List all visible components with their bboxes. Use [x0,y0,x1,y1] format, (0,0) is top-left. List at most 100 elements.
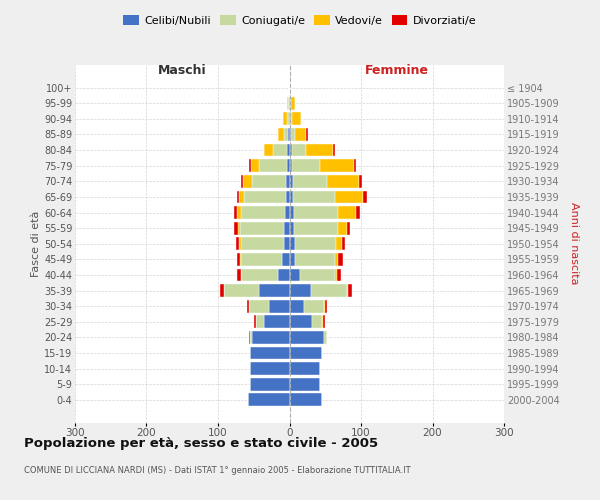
Bar [251,175,286,188]
Bar [335,190,363,203]
Bar [241,238,284,250]
Bar [292,160,320,172]
Bar [336,238,341,250]
Bar [236,190,239,203]
Y-axis label: Anni di nascita: Anni di nascita [569,202,579,285]
Bar [259,284,290,297]
Bar [278,268,290,281]
Bar [287,160,290,172]
Bar [247,300,250,312]
Bar [249,160,251,172]
Bar [254,316,256,328]
Bar [313,316,322,328]
Bar [256,316,265,328]
Bar [347,222,350,234]
Bar [284,222,290,234]
Bar [290,268,299,281]
Bar [290,394,322,406]
Bar [265,144,273,156]
Bar [241,253,283,266]
Bar [326,331,328,344]
Bar [289,97,290,110]
Bar [290,362,320,375]
Bar [324,331,326,344]
Bar [290,346,322,360]
Bar [294,206,338,219]
Bar [292,112,301,126]
Bar [290,331,324,344]
Bar [243,175,251,188]
Bar [290,97,291,110]
Bar [290,253,295,266]
Bar [306,128,308,141]
Bar [284,128,288,141]
Bar [289,112,290,126]
Bar [291,128,295,141]
Bar [288,97,289,110]
Bar [285,206,290,219]
Bar [250,378,290,390]
Bar [287,112,289,126]
Bar [288,128,290,141]
Bar [238,222,240,234]
Bar [341,238,345,250]
Bar [324,300,325,312]
Bar [359,175,362,188]
Bar [283,112,287,126]
Bar [290,175,293,188]
Bar [335,268,337,281]
Bar [290,144,292,156]
Bar [286,175,290,188]
Bar [295,128,306,141]
Bar [250,300,269,312]
Text: COMUNE DI LICCIANA NARDI (MS) - Dati ISTAT 1° gennaio 2005 - Elaborazione TUTTIT: COMUNE DI LICCIANA NARDI (MS) - Dati IST… [24,466,410,475]
Bar [265,316,290,328]
Bar [292,144,306,156]
Bar [284,238,290,250]
Bar [306,144,333,156]
Bar [290,222,294,234]
Bar [241,268,278,281]
Bar [253,331,290,344]
Bar [248,394,290,406]
Bar [250,362,290,375]
Bar [283,253,290,266]
Bar [259,160,287,172]
Bar [304,300,324,312]
Bar [325,300,326,312]
Bar [287,144,290,156]
Bar [269,300,290,312]
Bar [244,190,286,203]
Text: Maschi: Maschi [158,64,206,76]
Bar [348,284,352,297]
Bar [286,190,290,203]
Bar [241,206,285,219]
Bar [290,128,291,141]
Bar [250,331,253,344]
Bar [241,175,243,188]
Bar [291,97,295,110]
Legend: Celibi/Nubili, Coniugati/e, Vedovi/e, Divorziati/e: Celibi/Nubili, Coniugati/e, Vedovi/e, Di… [119,10,481,30]
Bar [220,284,224,297]
Bar [290,190,293,203]
Bar [290,316,313,328]
Bar [338,222,347,234]
Bar [239,190,244,203]
Bar [290,300,304,312]
Bar [239,238,241,250]
Bar [363,190,367,203]
Bar [290,378,320,390]
Bar [354,160,356,172]
Bar [250,346,290,360]
Bar [240,222,284,234]
Bar [335,253,338,266]
Bar [295,238,336,250]
Bar [294,222,338,234]
Bar [356,206,359,219]
Bar [338,206,356,219]
Bar [293,175,328,188]
Bar [234,206,238,219]
Bar [287,97,288,110]
Bar [240,253,241,266]
Bar [328,175,359,188]
